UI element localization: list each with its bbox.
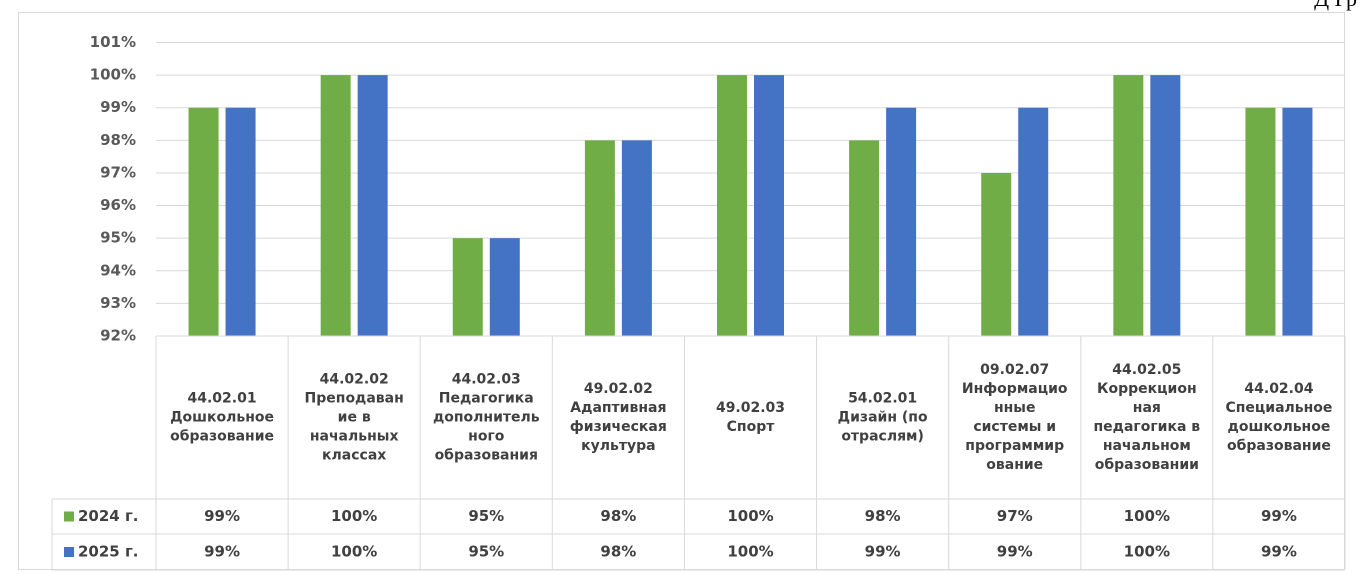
category-label: 44.02.03 — [452, 372, 521, 388]
data-label: 100% — [1124, 507, 1170, 525]
page-header-fragment: Д Гр — [1314, 0, 1357, 12]
data-label: 97% — [997, 507, 1033, 525]
legend-label: 2024 г. — [78, 507, 139, 525]
category-label: программир — [965, 438, 1064, 454]
category-label: Педагогика — [439, 391, 534, 407]
data-label: 100% — [727, 507, 773, 525]
category-label: 54.02.01 — [848, 391, 917, 407]
category-label: отраслям) — [841, 429, 924, 445]
data-label: 95% — [468, 543, 504, 561]
category-label: Коррекцион — [1097, 381, 1197, 397]
data-label: 99% — [204, 507, 240, 525]
y-tick-label: 95% — [100, 229, 136, 247]
bar-2025 — [621, 140, 652, 336]
bar-2024 — [717, 75, 747, 336]
category-label: дополнитель — [433, 410, 540, 426]
legend-key-2025 — [64, 547, 74, 557]
category-label: 49.02.03 — [716, 400, 785, 416]
bar-2024 — [320, 75, 351, 336]
category-label: начальных — [310, 429, 399, 445]
data-label: 100% — [331, 507, 377, 525]
legend-key-2024 — [64, 511, 74, 522]
bar-2024 — [1113, 75, 1144, 336]
y-tick-label: 94% — [100, 261, 136, 279]
bar-2025 — [1018, 107, 1049, 336]
category-label: нные — [994, 400, 1036, 416]
category-label: 09.02.07 — [980, 362, 1049, 378]
y-tick-label: 98% — [100, 131, 136, 149]
bar-2025 — [357, 75, 388, 336]
data-label: 99% — [204, 543, 240, 561]
data-label: 95% — [468, 507, 504, 525]
category-label: образование — [1227, 438, 1331, 454]
category-label: Преподаван — [305, 391, 404, 407]
category-label: Информацио — [962, 381, 1068, 397]
category-label: системы и — [973, 419, 1056, 435]
y-tick-label: 97% — [100, 163, 136, 181]
data-label: 98% — [600, 507, 636, 525]
y-tick-label: 100% — [90, 66, 136, 84]
data-label: 99% — [1261, 543, 1297, 561]
data-label: 99% — [865, 543, 901, 561]
y-tick-label: 93% — [100, 294, 136, 312]
category-label: ная — [1133, 400, 1161, 416]
bar-2025 — [886, 107, 917, 336]
data-label: 99% — [1261, 507, 1297, 525]
category-label: 44.02.01 — [188, 391, 257, 407]
category-label: 44.02.04 — [1244, 381, 1313, 397]
category-label: классах — [322, 448, 386, 464]
category-label: 44.02.05 — [1112, 362, 1181, 378]
category-label: физическая — [570, 419, 667, 435]
category-label: ование — [986, 457, 1043, 473]
y-tick-label: 92% — [100, 327, 136, 345]
category-label: Адаптивная — [570, 400, 666, 416]
category-label: Специальное — [1225, 400, 1332, 416]
data-label: 98% — [865, 507, 901, 525]
bar-2025 — [1150, 75, 1181, 336]
data-label: 100% — [1124, 543, 1170, 561]
bar-2025 — [754, 75, 784, 336]
category-label: культура — [581, 438, 655, 454]
category-label: Спорт — [727, 419, 776, 435]
category-label: Дошкольное — [170, 410, 274, 426]
category-label: начальном — [1103, 438, 1191, 454]
data-label: 100% — [331, 543, 377, 561]
category-label: ного — [468, 429, 505, 445]
bar-2025 — [1282, 107, 1313, 336]
bar-2025 — [225, 107, 256, 336]
category-label: образовании — [1095, 457, 1199, 473]
y-tick-label: 101% — [90, 33, 136, 51]
bar-2025 — [489, 238, 520, 336]
category-label: образования — [435, 448, 538, 464]
category-label: 44.02.02 — [320, 372, 389, 388]
bar-2024 — [188, 107, 219, 336]
category-label: дошкольное — [1228, 419, 1331, 435]
legend-label: 2025 г. — [78, 543, 139, 561]
bar-2024 — [981, 172, 1012, 336]
data-label: 98% — [600, 543, 636, 561]
data-label: 99% — [997, 543, 1033, 561]
category-label: Дизайн (по — [838, 410, 928, 426]
bar-2024 — [452, 238, 483, 336]
bar-2024 — [849, 140, 880, 336]
category-label: образование — [170, 429, 274, 445]
category-label: 49.02.02 — [584, 381, 653, 397]
y-tick-label: 96% — [100, 196, 136, 214]
bar-2024 — [1245, 107, 1276, 336]
category-label: ие в — [338, 410, 371, 426]
category-label: педагогика в — [1093, 419, 1200, 435]
data-label: 100% — [727, 543, 773, 561]
y-tick-label: 99% — [100, 98, 136, 116]
bar-2024 — [584, 140, 615, 336]
